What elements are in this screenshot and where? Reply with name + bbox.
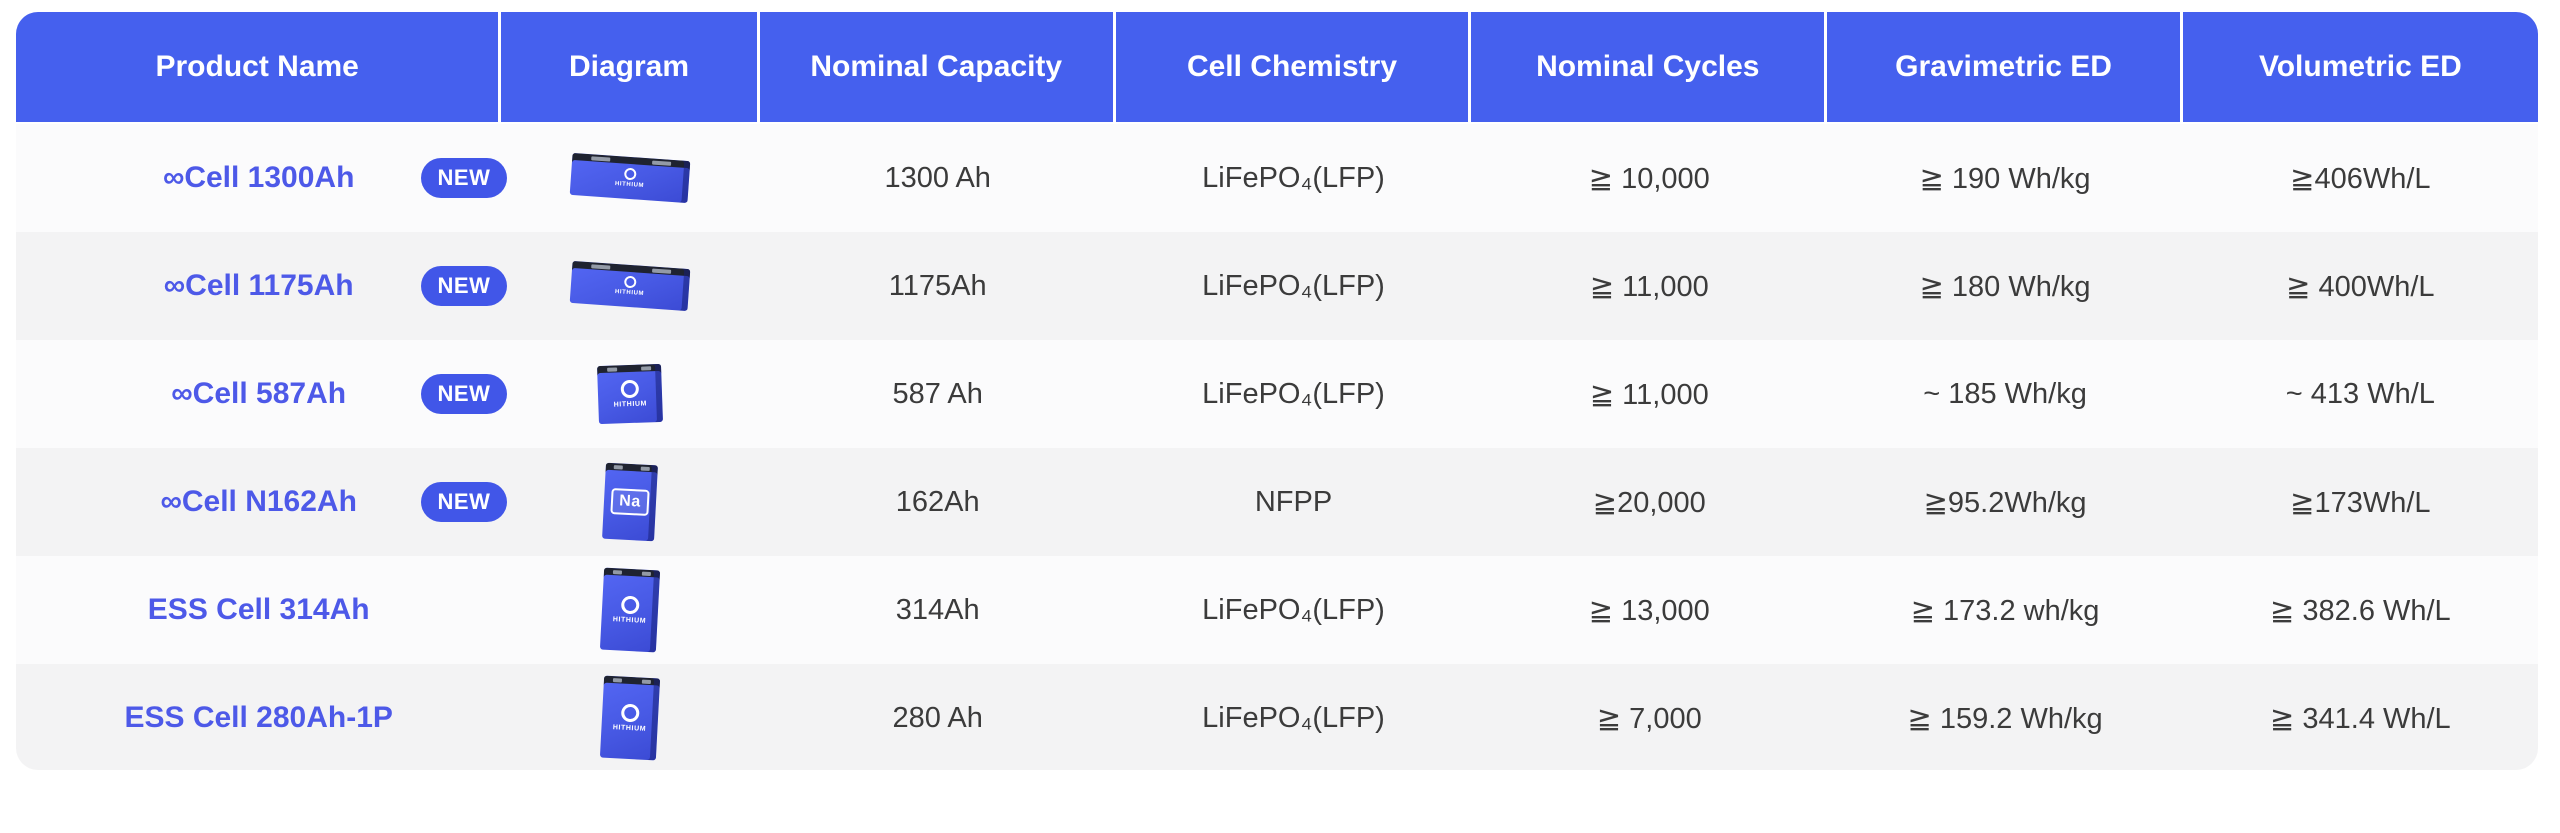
battery-terminal — [652, 268, 672, 274]
cell-nominal-capacity: 162Ah — [895, 485, 980, 518]
hithium-ring-icon — [624, 275, 638, 289]
battery-brand-label: HITHIUM — [615, 180, 645, 189]
table-header-row: Product Name Diagram Nominal Capacity Ce… — [16, 12, 2538, 124]
cell-gravimetric-ed: ~ 185 Wh/kg — [1923, 377, 2087, 410]
cell-nominal-capacity: 1300 Ah — [884, 161, 991, 194]
product-name-link[interactable]: ESS Cell 314Ah — [147, 593, 370, 626]
cell-volumetric-ed: ≧ 382.6 Wh/L — [2270, 594, 2451, 627]
battery-brand-label: HITHIUM — [615, 288, 645, 297]
product-name-link[interactable]: ∞Cell 1175Ah — [163, 269, 354, 302]
battery-terminal — [642, 679, 652, 685]
cell-nominal-cycles: ≧ 11,000 — [1589, 270, 1709, 303]
cell-product-name: ∞Cell 1175Ah NEW — [16, 232, 508, 340]
cell-chemistry: LiFePO₄(LFP) — [1202, 377, 1385, 410]
column-header-product-name: Product Name — [16, 12, 502, 122]
new-badge: NEW — [420, 374, 508, 414]
cell-gravimetric-ed: ≧95.2Wh/kg — [1923, 486, 2087, 519]
cell-nominal-capacity: 1175Ah — [888, 269, 987, 302]
hithium-ring-icon — [624, 167, 638, 181]
cell-volumetric-ed: ≧406Wh/L — [2290, 162, 2431, 195]
cell-diagram: HITHIUM — [501, 664, 759, 770]
cell-nominal-cycles: ≧20,000 — [1592, 486, 1706, 519]
cell-gravimetric-ed: ≧ 173.2 wh/kg — [1910, 594, 2100, 627]
battery-diagram: HITHIUM — [570, 152, 691, 204]
cell-gravimetric-ed: ≧ 159.2 Wh/kg — [1907, 702, 2103, 735]
cell-volumetric-ed: ≧ 400Wh/L — [2286, 270, 2435, 303]
cell-product-name: ESS Cell 280Ah-1P — [16, 664, 501, 770]
table-row: ∞Cell 1300Ah NEW HITHIUM 1300 Ah LiFePO₄… — [16, 124, 2538, 232]
new-badge: NEW — [420, 158, 508, 198]
battery-terminal — [641, 366, 652, 371]
cell-nominal-cycles: ≧ 7,000 — [1596, 702, 1702, 735]
hithium-ring-icon — [621, 595, 641, 615]
new-badge: NEW — [420, 482, 508, 522]
cell-nominal-capacity: 314Ah — [895, 593, 980, 626]
battery-terminal — [642, 571, 652, 577]
hithium-ring-icon — [620, 379, 640, 399]
cell-nominal-cycles: ≧ 13,000 — [1588, 594, 1710, 627]
battery-diagram: HITHIUM — [600, 675, 661, 761]
cell-volumetric-ed: ~ 413 Wh/L — [2285, 377, 2435, 410]
battery-diagram: HITHIUM — [570, 260, 691, 312]
battery-terminal — [613, 678, 623, 683]
battery-diagram: HITHIUM — [600, 567, 661, 653]
battery-terminal — [614, 465, 623, 470]
product-name-link[interactable]: ∞Cell 1300Ah — [162, 161, 355, 194]
table-row: ∞Cell N162Ah NEW Na 162Ah NFPP ≧20,000 ≧… — [16, 448, 2538, 556]
battery-brand-label: HITHIUM — [614, 400, 648, 409]
battery-diagram: Na — [602, 462, 659, 542]
cell-chemistry: NFPP — [1254, 485, 1333, 518]
table-row: ESS Cell 280Ah-1P HITHIUM 280 Ah LiFePO₄… — [16, 664, 2538, 770]
table-row: ∞Cell 587Ah NEW HITHIUM 587 Ah LiFePO₄(L… — [16, 340, 2538, 448]
cell-nominal-cycles: ≧ 11,000 — [1589, 378, 1709, 411]
cell-diagram: HITHIUM — [501, 232, 759, 340]
cell-chemistry: LiFePO₄(LFP) — [1202, 593, 1385, 626]
cell-diagram: HITHIUM — [501, 340, 759, 448]
cell-product-name: ∞Cell 587Ah NEW — [16, 340, 508, 448]
cell-nominal-cycles: ≧ 10,000 — [1588, 162, 1710, 195]
table-row: ∞Cell 1175Ah NEW HITHIUM 1175Ah LiFePO₄(… — [16, 232, 2538, 340]
cell-diagram: HITHIUM — [501, 124, 759, 232]
battery-terminal — [652, 160, 672, 166]
cell-product-name: ESS Cell 314Ah — [16, 556, 501, 664]
battery-brand-label: HITHIUM — [613, 724, 647, 733]
column-header-volumetric-ed: Volumetric ED — [2258, 50, 2462, 83]
cell-product-name: ∞Cell N162Ah NEW — [16, 448, 508, 556]
cell-diagram: HITHIUM — [501, 556, 759, 664]
cell-chemistry: LiFePO₄(LFP) — [1202, 269, 1385, 302]
column-header-gravimetric-ed: Gravimetric ED — [1827, 12, 2183, 122]
cell-chemistry: LiFePO₄(LFP) — [1202, 701, 1385, 734]
cell-gravimetric-ed: ≧ 180 Wh/kg — [1919, 270, 2091, 303]
table-row: ESS Cell 314Ah HITHIUM 314Ah LiFePO₄(LFP… — [16, 556, 2538, 664]
new-badge: NEW — [420, 266, 508, 306]
product-name-link[interactable]: ESS Cell 280Ah-1P — [124, 701, 393, 734]
product-comparison-table: Product Name Diagram Nominal Capacity Ce… — [16, 12, 2538, 770]
battery-terminal — [607, 367, 619, 372]
column-header-nominal-cycles: Nominal Cycles — [1471, 12, 1828, 122]
cell-nominal-capacity: 587 Ah — [892, 377, 983, 410]
hithium-ring-icon — [621, 703, 641, 723]
cell-chemistry: LiFePO₄(LFP) — [1202, 161, 1385, 194]
cell-volumetric-ed: ≧173Wh/L — [2290, 486, 2431, 519]
cell-nominal-capacity: 280 Ah — [892, 701, 983, 734]
battery-brand-label: Na — [610, 488, 650, 516]
cell-diagram: Na — [501, 448, 759, 556]
battery-terminal — [591, 264, 611, 270]
column-header-cell-chemistry: Cell Chemistry — [1116, 12, 1472, 122]
cell-gravimetric-ed: ≧ 190 Wh/kg — [1919, 162, 2091, 195]
battery-terminal — [641, 466, 651, 471]
battery-diagram: HITHIUM — [597, 363, 664, 425]
battery-terminal — [591, 156, 611, 162]
cell-volumetric-ed: ≧ 341.4 Wh/L — [2270, 702, 2451, 735]
column-header-nominal-capacity: Nominal Capacity — [760, 12, 1116, 122]
product-name-link[interactable]: ∞Cell N162Ah — [160, 485, 357, 518]
product-name-link[interactable]: ∞Cell 587Ah — [171, 377, 347, 410]
battery-brand-label: HITHIUM — [613, 616, 647, 625]
cell-product-name: ∞Cell 1300Ah NEW — [16, 124, 508, 232]
battery-terminal — [613, 570, 623, 575]
column-header-diagram: Diagram — [501, 12, 760, 122]
